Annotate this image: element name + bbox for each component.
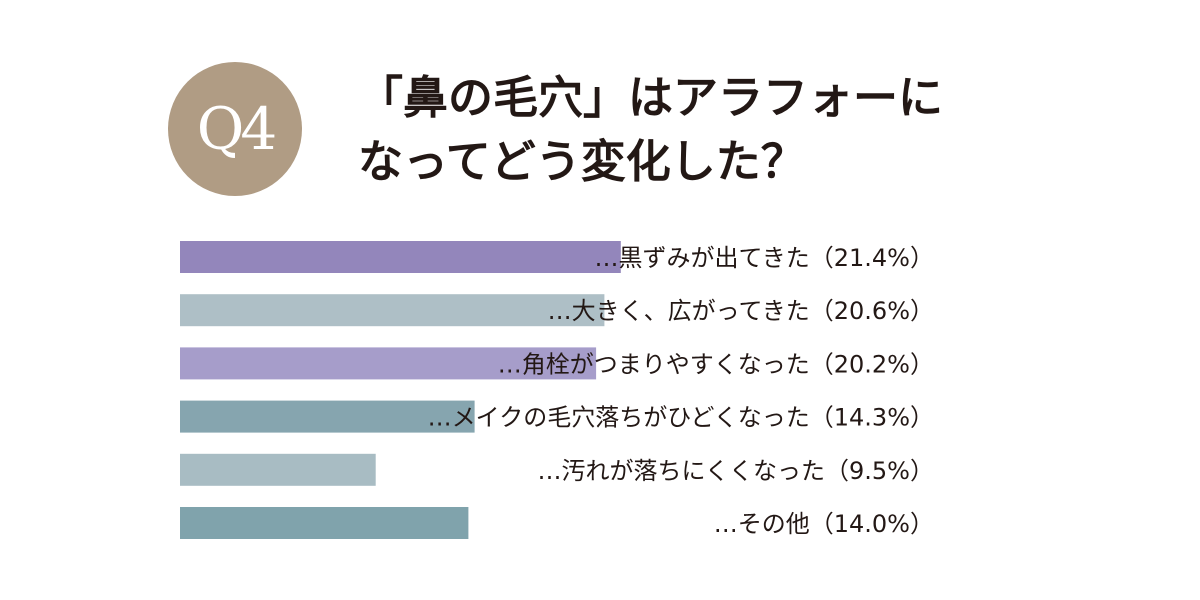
question-number: Q4 — [196, 95, 277, 163]
bar-2 — [180, 294, 605, 327]
category-label-3: …角栓がつまりやすくなった（20.2%） — [498, 350, 934, 378]
title-line-1: 「鼻の毛穴」はアラフォーに — [358, 71, 944, 124]
category-label-4: …メイクの毛穴落ちがひどくなった（14.3%） — [428, 404, 934, 432]
category-label-5: …汚れが落ちにくくなった（9.5%） — [538, 457, 935, 485]
bar-1 — [180, 241, 621, 273]
bar-4 — [180, 400, 475, 433]
bar-6 — [180, 507, 469, 539]
category-label-6: …その他（14.0%） — [714, 510, 934, 538]
category-label-1: …黒ずみが出てきた（21.4%） — [594, 244, 934, 272]
question-badge: Q4 — [168, 62, 302, 196]
bar-5 — [180, 453, 376, 486]
chart-title: 「鼻の毛穴」はアラフォーに なってどう変化した？ — [358, 66, 943, 194]
category-label-2: …大きく、広がってきた（20.6%） — [548, 297, 934, 325]
title-line-2: なってどう変化した？ — [358, 135, 806, 188]
bar-3 — [180, 347, 597, 380]
